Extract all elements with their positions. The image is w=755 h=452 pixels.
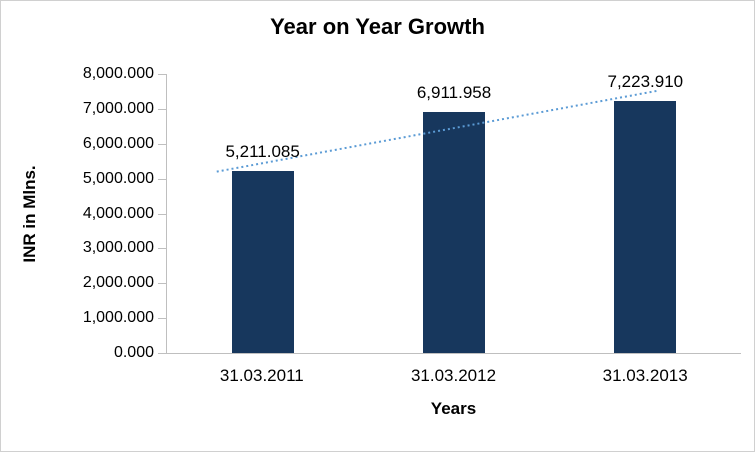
chart-title: Year on Year Growth	[270, 14, 485, 39]
plot-area: 5,211.085 6,911.958 7,223.910	[158, 72, 741, 354]
bar-data-label: 6,911.958	[416, 82, 492, 102]
y-tick-mark	[158, 318, 166, 320]
y-tick-label: 1,000.000	[82, 309, 154, 327]
x-tick-label: 31.03.2013	[602, 366, 688, 385]
y-tick-label: 2,000.000	[82, 274, 154, 292]
y-tick-label: 4,000.000	[82, 204, 154, 222]
y-tick-label: 8,000.000	[82, 65, 154, 82]
y-tick-label: 0.000	[113, 344, 154, 361]
y-tick-mark	[158, 283, 166, 285]
x-axis-tick-labels: 31.03.2011 31.03.2012 31.03.2013	[166, 366, 741, 386]
x-tick-label: 31.03.2011	[219, 366, 304, 385]
y-tick-label: 5,000.000	[82, 169, 154, 187]
trendline-svg	[216, 89, 657, 173]
bar	[423, 111, 485, 353]
y-axis-title: INR in Mlns.	[20, 165, 39, 263]
y-tick-mark	[158, 178, 166, 180]
x-axis-title: Years	[430, 399, 477, 418]
y-axis-tick-labels: 0.000 1,000.000 2,000.000 3,000.000 4,000.00…	[41, 65, 154, 361]
bar-data-label: 5,211.085	[225, 142, 300, 162]
y-tick-mark	[158, 353, 166, 354]
y-tick-label: 7,000.000	[82, 99, 154, 117]
y-tick-mark	[158, 74, 166, 75]
y-tick-mark	[158, 213, 166, 215]
y-tick-mark	[158, 108, 166, 110]
bar-data-label: 7,223.910	[607, 72, 684, 92]
y-tick-mark	[158, 248, 166, 250]
x-tick-label: 31.03.2012	[410, 366, 497, 385]
y-tick-label: 6,000.000	[82, 134, 154, 152]
bar	[614, 101, 677, 353]
y-tick-label: 3,000.000	[82, 239, 154, 257]
y-tick-mark	[158, 143, 166, 145]
bar	[231, 171, 294, 353]
